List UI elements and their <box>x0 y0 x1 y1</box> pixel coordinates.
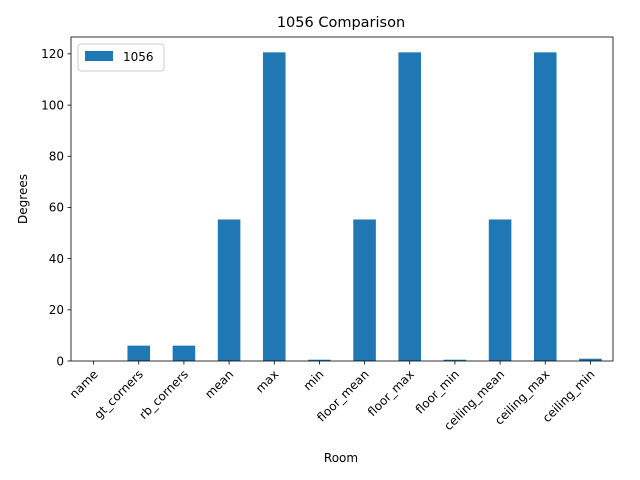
bar-gt-corners <box>127 345 151 361</box>
legend-frame <box>77 43 165 72</box>
y-tick-label: 60 <box>49 201 64 215</box>
y-tick-label: 80 <box>49 150 64 164</box>
y-tick-label: 40 <box>49 252 64 266</box>
bar-rb-corners <box>172 345 196 361</box>
y-tick-label: 100 <box>41 98 64 112</box>
chart-title: 1056 Comparison <box>277 15 405 31</box>
bar-mean <box>217 219 241 361</box>
y-tick-label: 20 <box>49 303 64 317</box>
y-axis-label: Degrees <box>16 174 30 224</box>
y-tick-label: 120 <box>41 47 64 61</box>
y-tick-label: 0 <box>56 354 64 368</box>
legend: 1056 <box>77 43 165 72</box>
legend-label: 1056 <box>123 50 154 64</box>
bar-ceiling-min <box>579 358 602 361</box>
bar-ceiling-mean <box>488 219 512 361</box>
bar-floor-min <box>443 359 467 361</box>
bar-max <box>262 52 286 362</box>
x-axis-label: Room <box>324 451 358 465</box>
axes-group <box>70 36 614 362</box>
legend-swatch <box>85 51 113 61</box>
plot-frame <box>70 36 614 362</box>
bar-floor-mean <box>353 219 376 361</box>
bars-group <box>127 52 602 362</box>
y-ticks: 0 20 40 60 80 100 120 <box>41 47 71 368</box>
bar-min <box>308 359 331 361</box>
bar-ceiling-max <box>533 52 557 362</box>
bar-floor-max <box>398 52 422 362</box>
